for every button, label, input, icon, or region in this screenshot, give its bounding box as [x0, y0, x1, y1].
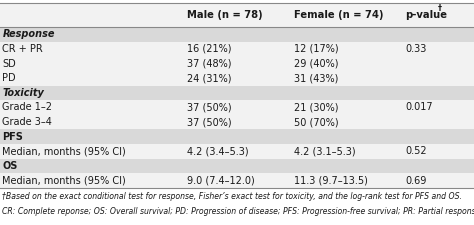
Text: Female (n = 74): Female (n = 74)	[294, 10, 383, 20]
Text: 21 (30%): 21 (30%)	[294, 102, 338, 112]
Text: 0.33: 0.33	[405, 44, 427, 54]
Bar	[0, 115, 474, 129]
Text: 31 (43%): 31 (43%)	[294, 73, 338, 83]
Text: †: †	[438, 4, 441, 14]
Bar	[0, 129, 474, 144]
Text: OS: OS	[2, 161, 18, 171]
Text: 12 (17%): 12 (17%)	[294, 44, 338, 54]
Text: 37 (48%): 37 (48%)	[187, 58, 232, 69]
Text: 0.017: 0.017	[405, 102, 433, 112]
Text: 4.2 (3.1–5.3): 4.2 (3.1–5.3)	[294, 146, 356, 156]
Text: PFS: PFS	[2, 132, 23, 142]
Text: Male (n = 78): Male (n = 78)	[187, 10, 263, 20]
Text: 11.3 (9.7–13.5): 11.3 (9.7–13.5)	[294, 176, 368, 186]
Text: Median, months (95% CI): Median, months (95% CI)	[2, 176, 126, 186]
Text: Response: Response	[2, 29, 55, 39]
Text: 24 (31%): 24 (31%)	[187, 73, 232, 83]
Text: 29 (40%): 29 (40%)	[294, 58, 338, 69]
Text: 16 (21%): 16 (21%)	[187, 44, 232, 54]
Text: p-value: p-value	[405, 10, 447, 20]
Bar	[0, 144, 474, 159]
Bar	[0, 27, 474, 42]
Text: CR: Complete reponse; OS: Overall survival; PD: Progression of disease; PFS: Pro: CR: Complete reponse; OS: Overall surviv…	[2, 207, 474, 216]
Bar	[0, 56, 474, 71]
Text: 37 (50%): 37 (50%)	[187, 117, 232, 127]
Text: 37 (50%): 37 (50%)	[187, 102, 232, 112]
Text: PD: PD	[2, 73, 16, 83]
Text: SD: SD	[2, 58, 16, 69]
Bar	[0, 3, 474, 27]
Bar	[0, 159, 474, 173]
Text: CR + PR: CR + PR	[2, 44, 43, 54]
Text: Grade 1–2: Grade 1–2	[2, 102, 52, 112]
Text: Median, months (95% CI): Median, months (95% CI)	[2, 146, 126, 156]
Bar	[0, 42, 474, 56]
Text: 9.0 (7.4–12.0): 9.0 (7.4–12.0)	[187, 176, 255, 186]
Bar	[0, 100, 474, 115]
Bar	[0, 173, 474, 188]
Text: 0.69: 0.69	[405, 176, 427, 186]
Text: Grade 3–4: Grade 3–4	[2, 117, 52, 127]
Text: 4.2 (3.4–5.3): 4.2 (3.4–5.3)	[187, 146, 249, 156]
Text: 0.52: 0.52	[405, 146, 427, 156]
Text: †Based on the exact conditional test for response, Fisher’s exact test for toxic: †Based on the exact conditional test for…	[2, 192, 462, 201]
Bar	[0, 86, 474, 100]
Bar	[0, 71, 474, 86]
Text: 50 (70%): 50 (70%)	[294, 117, 338, 127]
Text: Toxicity: Toxicity	[2, 88, 44, 98]
